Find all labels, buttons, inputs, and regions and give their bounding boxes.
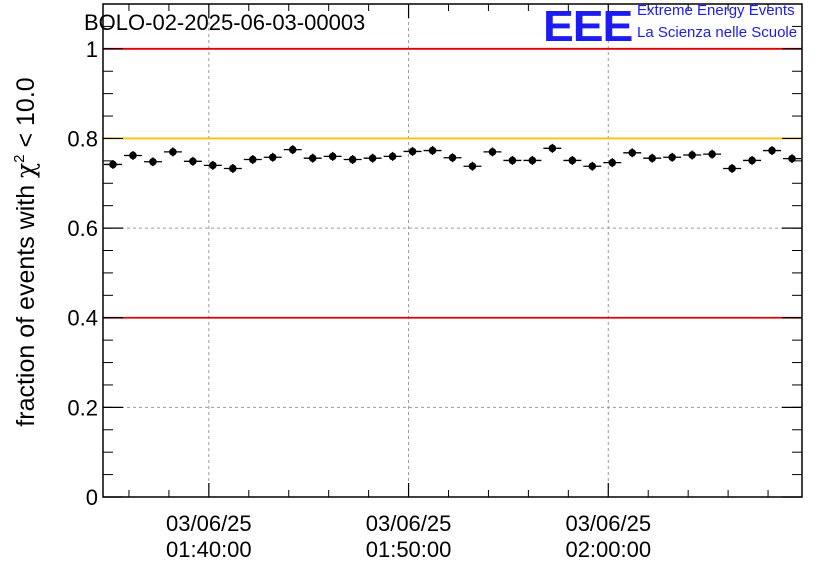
y-tick-label: 0 bbox=[86, 485, 98, 510]
plot-frame bbox=[102, 3, 803, 498]
data-point bbox=[408, 147, 417, 156]
data-point bbox=[209, 161, 217, 170]
reference-lines bbox=[103, 47, 802, 319]
y-tick-label: 0.2 bbox=[67, 395, 98, 420]
data-point bbox=[229, 164, 237, 173]
data-points bbox=[104, 143, 801, 173]
data-point bbox=[189, 157, 197, 166]
logo-line-2: La Scienza nelle Scuole bbox=[637, 24, 798, 41]
data-point bbox=[468, 162, 477, 171]
data-point bbox=[308, 154, 317, 162]
data-point bbox=[129, 151, 137, 160]
x-tick-label-date: 03/06/25 bbox=[366, 511, 452, 536]
y-axis-label: fraction of events with χ2 < 10.0 bbox=[11, 77, 40, 426]
data-point bbox=[668, 153, 676, 162]
run-title: BOLO-02-2025-06-03-00003 bbox=[84, 10, 366, 35]
data-point bbox=[448, 153, 457, 162]
x-tick-label-date: 03/06/25 bbox=[166, 511, 252, 536]
data-point bbox=[748, 156, 756, 165]
data-point bbox=[588, 162, 597, 171]
data-point bbox=[648, 154, 657, 162]
data-point bbox=[109, 160, 117, 169]
data-point bbox=[608, 158, 617, 167]
data-point bbox=[388, 152, 397, 161]
tick-labels: 00.20.40.60.8103/06/2501:40:0003/06/2501… bbox=[67, 37, 651, 562]
data-point bbox=[728, 164, 736, 173]
data-point bbox=[688, 151, 696, 159]
data-point bbox=[628, 148, 637, 157]
data-point bbox=[548, 144, 557, 153]
x-tick-label-time: 01:50:00 bbox=[366, 537, 452, 562]
eee-logo: EEE bbox=[543, 2, 633, 51]
data-point bbox=[169, 148, 177, 156]
logo-line-1: Extreme Energy Events bbox=[637, 2, 795, 19]
axis-ticks bbox=[103, 3, 802, 498]
data-point bbox=[288, 145, 297, 154]
data-point bbox=[528, 156, 537, 165]
data-point bbox=[248, 155, 257, 164]
x-tick-label-date: 03/06/25 bbox=[565, 511, 651, 536]
data-point bbox=[268, 153, 277, 162]
data-point bbox=[488, 148, 497, 156]
data-point bbox=[568, 156, 577, 165]
data-point bbox=[508, 156, 517, 165]
data-point bbox=[149, 157, 157, 166]
y-tick-label: 0.6 bbox=[67, 216, 98, 241]
y-tick-label: 0.8 bbox=[67, 126, 98, 151]
data-point bbox=[768, 146, 776, 155]
data-point bbox=[328, 152, 337, 161]
y-tick-label: 0.4 bbox=[67, 306, 98, 331]
data-point bbox=[428, 146, 437, 155]
data-point bbox=[368, 154, 377, 162]
x-tick-label-time: 02:00:00 bbox=[565, 537, 651, 562]
data-point bbox=[708, 150, 716, 158]
grid bbox=[103, 4, 802, 497]
x-tick-label-time: 01:40:00 bbox=[166, 537, 252, 562]
y-tick-label: 1 bbox=[86, 37, 98, 62]
data-point bbox=[348, 155, 357, 164]
